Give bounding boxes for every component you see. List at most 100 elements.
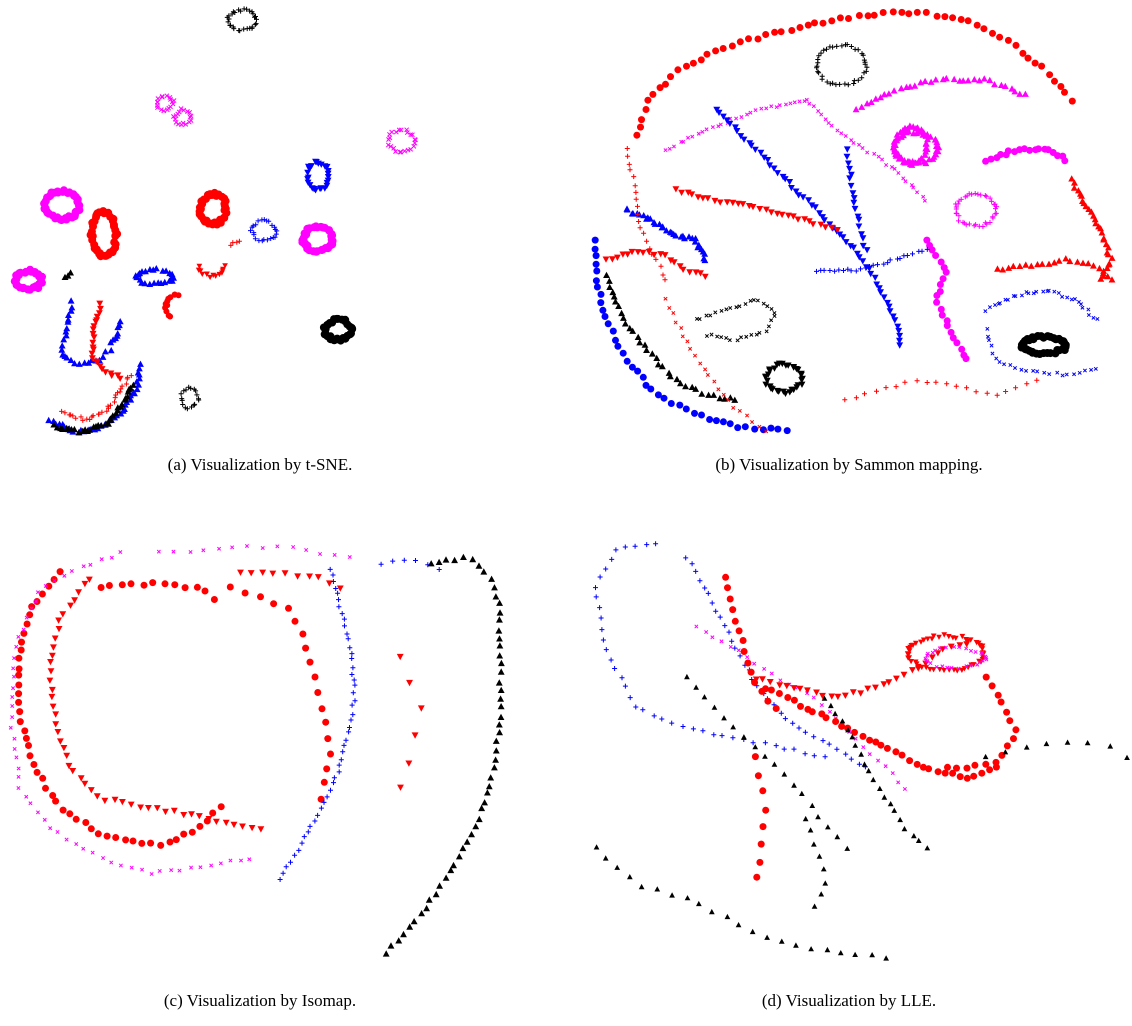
data-point-magenta-cross xyxy=(388,144,394,149)
data-point-magenta-cross xyxy=(663,148,668,153)
data-point-blue-triangle-down xyxy=(323,163,331,171)
data-point-blue-plus xyxy=(622,544,628,550)
data-point-magenta-cross xyxy=(33,599,38,604)
data-point-blue-triangle-down xyxy=(845,160,852,167)
data-point-red-circle xyxy=(726,595,734,603)
data-point-magenta-circle xyxy=(1054,152,1061,160)
data-point-red-triangle-down xyxy=(913,640,919,646)
data-point-red-triangle-up xyxy=(1055,257,1063,264)
data-point-black-triangle-up xyxy=(109,412,117,419)
data-point-magenta-cross xyxy=(973,649,978,654)
data-point-blue-cross xyxy=(987,305,992,310)
data-point-black-triangle-up xyxy=(427,560,435,567)
data-point-red-triangle-down xyxy=(776,682,784,689)
data-point-red-circle xyxy=(970,772,978,780)
data-point-blue-cross xyxy=(985,334,991,339)
data-point-blue-plus xyxy=(924,246,930,252)
data-point-red-circle xyxy=(49,792,57,799)
data-point-red-triangle-down xyxy=(111,796,119,804)
data-point-red-circle xyxy=(1010,735,1017,743)
data-point-black-plus xyxy=(252,14,257,20)
data-point-red-cross xyxy=(705,372,710,377)
data-point-red-triangle-down xyxy=(963,641,971,648)
data-point-red-circle xyxy=(744,659,752,667)
data-point-red-triangle-down xyxy=(411,732,419,739)
data-point-magenta-cross xyxy=(10,703,15,708)
data-point-black-plus xyxy=(855,47,861,53)
data-point-magenta-cross xyxy=(183,121,189,127)
data-point-magenta-cross xyxy=(12,736,17,741)
data-point-magenta-triangle-up xyxy=(964,77,972,84)
data-point-black-triangle-up xyxy=(809,802,816,808)
data-point-red-circle xyxy=(16,708,24,716)
data-point-blue-triangle-down xyxy=(764,157,772,164)
data-point-magenta-circle xyxy=(949,334,957,342)
data-point-black-plus xyxy=(194,392,200,398)
data-point-magenta-cross xyxy=(74,842,79,847)
data-point-red-triangle-up xyxy=(1062,255,1070,262)
data-point-blue-plus xyxy=(791,746,797,752)
data-point-blue-circle xyxy=(691,409,698,417)
data-point-red-triangle-down xyxy=(900,671,908,679)
data-point-red-circle xyxy=(1046,71,1054,79)
data-point-red-cross xyxy=(757,424,762,429)
data-point-black-cross xyxy=(769,306,774,311)
data-point-blue-triangle-down xyxy=(715,109,723,116)
data-point-blue-plus xyxy=(622,683,628,689)
data-point-black-triangle-up xyxy=(498,659,505,667)
data-point-magenta-cross xyxy=(811,104,816,109)
data-point-blue-plus xyxy=(782,716,788,722)
caption-tsne: (a) Visualization by t-SNE. xyxy=(167,455,353,474)
data-point-red-plus xyxy=(842,397,848,403)
data-point-blue-triangle-down xyxy=(896,332,904,340)
data-point-red-triangle-down xyxy=(809,221,817,228)
data-point-red-circle xyxy=(731,617,739,625)
data-point-red-circle xyxy=(905,10,913,18)
data-point-blue-circle xyxy=(682,405,690,413)
data-point-blue-plus xyxy=(820,738,826,744)
data-point-blue-plus xyxy=(315,812,321,818)
data-point-blue-triangle-down xyxy=(766,162,774,169)
data-point-blue-plus xyxy=(336,597,341,603)
data-point-red-circle xyxy=(866,736,874,744)
data-point-blue-triangle-down xyxy=(751,146,759,153)
data-point-black-triangle-up xyxy=(832,710,838,717)
data-point-black-triangle-up xyxy=(475,562,483,569)
data-point-magenta-triangle-up xyxy=(950,75,958,83)
data-point-red-triangle-down xyxy=(723,199,731,206)
data-point-red-triangle-up xyxy=(1108,276,1116,283)
data-point-black-triangle-up xyxy=(673,375,681,383)
data-point-blue-cross xyxy=(1047,372,1052,377)
chart-panel-tsne: (a) Visualization by t-SNE. xyxy=(0,0,520,490)
caption-lle: (d) Visualization by LLE. xyxy=(761,991,937,1010)
data-point-black-triangle-up xyxy=(50,421,58,428)
data-point-magenta-triangle-up xyxy=(897,84,905,92)
data-point-black-triangle-up xyxy=(1002,749,1009,755)
data-point-red-triangle-down xyxy=(405,760,413,767)
data-point-blue-triangle-up xyxy=(136,276,144,283)
data-point-blue-triangle-down xyxy=(805,197,812,204)
data-point-red-triangle-down xyxy=(204,271,210,277)
data-point-blue-triangle-up xyxy=(68,304,76,311)
data-point-red-triangle-down xyxy=(619,251,627,258)
data-point-black-triangle-up xyxy=(807,827,814,833)
data-point-magenta-triangle-up xyxy=(1022,90,1029,97)
data-point-blue-circle xyxy=(759,426,767,434)
data-point-blue-triangle-down xyxy=(876,285,883,292)
data-point-black-triangle-up xyxy=(491,764,498,771)
data-point-black-triangle-up xyxy=(1084,740,1091,746)
data-point-blue-cross xyxy=(1026,291,1031,296)
data-point-magenta-cross xyxy=(35,590,40,595)
data-point-black-triangle-up xyxy=(701,694,708,700)
data-point-magenta-cross xyxy=(671,144,676,149)
data-point-black-plus xyxy=(253,14,258,19)
data-point-black-plus xyxy=(236,28,242,33)
data-point-magenta-circle xyxy=(923,236,931,244)
data-point-red-triangle-down xyxy=(195,813,203,820)
data-point-magenta-plus xyxy=(953,210,959,216)
data-point-red-circle xyxy=(808,708,816,716)
data-point-blue-plus xyxy=(822,754,828,760)
data-point-red-circle xyxy=(20,629,28,637)
data-point-red-triangle-down xyxy=(679,266,687,273)
data-point-red-circle xyxy=(638,116,645,124)
